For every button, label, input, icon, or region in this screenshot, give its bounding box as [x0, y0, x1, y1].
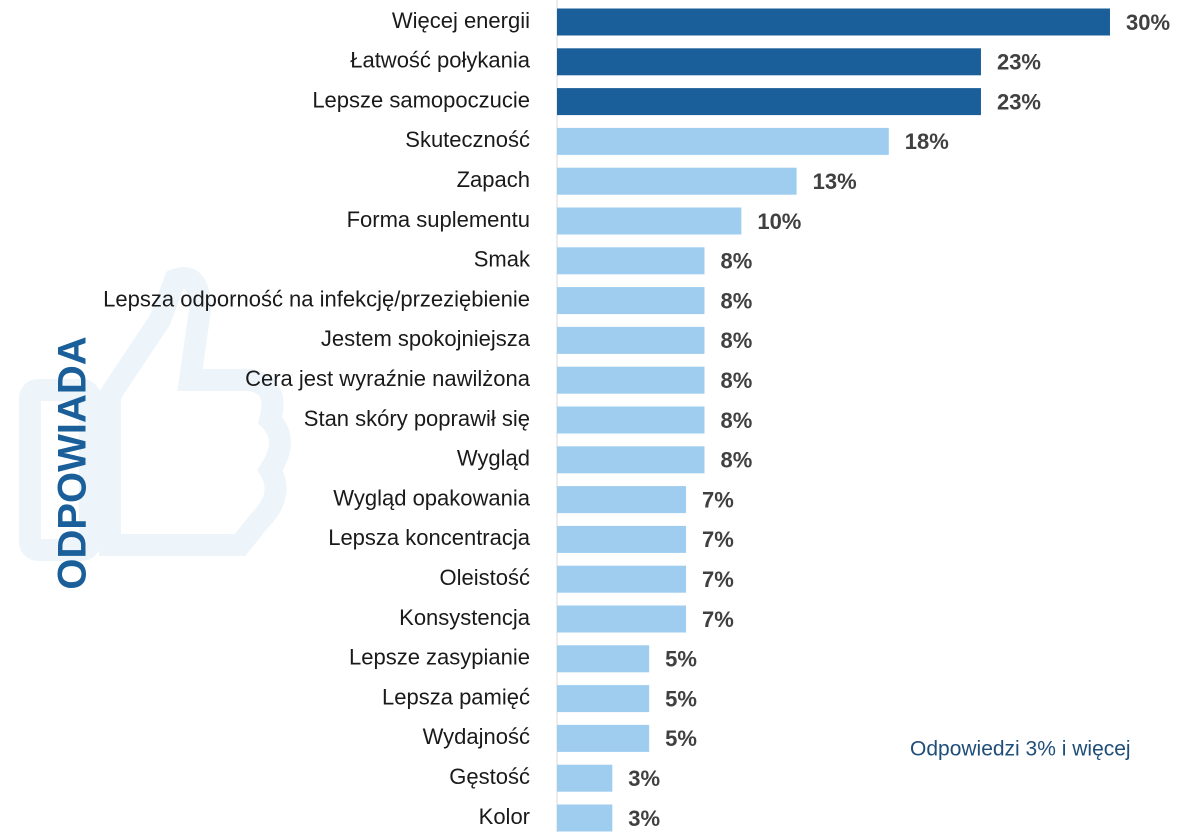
category-label: Cera jest wyraźnie nawilżona: [245, 366, 531, 391]
category-label: Oleistość: [440, 565, 530, 590]
value-label: 7%: [702, 527, 734, 552]
category-label: Forma suplementu: [347, 207, 530, 232]
value-label: 5%: [665, 726, 697, 751]
value-label: 23%: [997, 89, 1041, 114]
category-label: Wygląd opakowania: [333, 485, 530, 510]
category-label: Skuteczność: [405, 127, 530, 152]
value-label: 7%: [702, 607, 734, 632]
bar: [557, 287, 705, 315]
value-label: 30%: [1126, 10, 1170, 35]
category-label: Konsystencja: [399, 605, 531, 630]
value-label: 3%: [628, 766, 660, 791]
annotation: Odpowiedzi 3% i więcej: [910, 738, 1131, 761]
category-label: Lepsza koncentracja: [328, 525, 531, 550]
bar: [557, 48, 981, 76]
category-label: Lepsze zasypianie: [349, 645, 530, 670]
category-label: Gęstość: [449, 764, 530, 789]
category-label: Lepsza odporność na infekcję/przeziębien…: [103, 286, 530, 311]
bar: [557, 366, 705, 394]
category-label: Zapach: [457, 167, 530, 192]
category-label: Smak: [474, 247, 531, 272]
bar: [557, 326, 705, 354]
category-label: Kolor: [479, 804, 530, 829]
background-thumb: [19, 267, 291, 561]
bar: [557, 8, 1110, 36]
bar: [557, 605, 687, 633]
category-label: Wydajność: [423, 724, 530, 749]
category-label: Lepsze samopoczucie: [312, 87, 530, 112]
value-label: 8%: [720, 288, 752, 313]
bar: [557, 406, 705, 434]
bar: [557, 88, 981, 116]
value-label: 10%: [757, 209, 801, 234]
bar: [557, 645, 650, 673]
bar: [557, 486, 687, 514]
value-label: 5%: [665, 686, 697, 711]
bar: [557, 764, 613, 792]
value-label: 8%: [720, 408, 752, 433]
value-label: 8%: [720, 448, 752, 473]
bar: [557, 525, 687, 553]
bar: [557, 804, 613, 832]
category-label: Lepsza pamięć: [382, 684, 530, 709]
bar: [557, 127, 889, 155]
value-label: 23%: [997, 50, 1041, 75]
value-label: 8%: [720, 249, 752, 274]
category-label: Więcej energii: [392, 8, 530, 33]
value-label: 7%: [702, 487, 734, 512]
category-label: Stan skóry poprawił się: [304, 406, 530, 431]
category-label: Jestem spokojniejsza: [321, 326, 531, 351]
value-label: 3%: [628, 806, 660, 831]
bar: [557, 685, 650, 713]
value-label: 13%: [813, 169, 857, 194]
value-label: 8%: [720, 328, 752, 353]
value-label: 5%: [665, 647, 697, 672]
value-label: 7%: [702, 567, 734, 592]
category-label: Łatwość połykania: [350, 48, 531, 73]
value-label: 18%: [905, 129, 949, 154]
side-label: ODPOWIADA: [51, 336, 95, 589]
bar: [557, 724, 650, 752]
bar: [557, 446, 705, 474]
value-label: 8%: [720, 368, 752, 393]
category-label: Wygląd: [457, 446, 530, 471]
bar: [557, 207, 742, 235]
bar: [557, 247, 705, 275]
bar: [557, 565, 687, 593]
bar: [557, 167, 797, 195]
